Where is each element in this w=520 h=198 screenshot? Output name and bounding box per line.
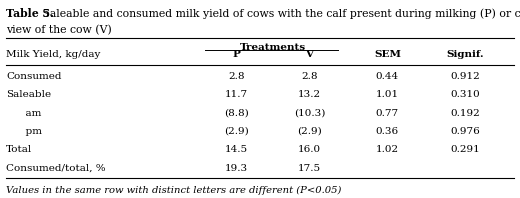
Text: 17.5: 17.5 <box>298 164 321 173</box>
Text: Table 5.: Table 5. <box>6 8 54 19</box>
Text: Milk Yield, kg/day: Milk Yield, kg/day <box>6 50 100 59</box>
Text: 14.5: 14.5 <box>225 145 248 154</box>
Text: pm: pm <box>6 127 42 136</box>
Text: Consumed/total, %: Consumed/total, % <box>6 164 106 173</box>
Text: Total: Total <box>6 145 32 154</box>
Text: Consumed: Consumed <box>6 72 62 81</box>
Text: SEM: SEM <box>374 50 401 59</box>
Text: Treatments: Treatments <box>240 43 306 51</box>
Text: 0.912: 0.912 <box>450 72 480 81</box>
Text: 2.8: 2.8 <box>228 72 245 81</box>
Text: 13.2: 13.2 <box>298 90 321 99</box>
Text: 1.02: 1.02 <box>376 145 399 154</box>
Text: P: P <box>232 50 241 59</box>
Text: 11.7: 11.7 <box>225 90 248 99</box>
Text: 1.01: 1.01 <box>376 90 399 99</box>
Text: V: V <box>305 50 314 59</box>
Text: (2.9): (2.9) <box>224 127 249 136</box>
Text: 0.77: 0.77 <box>376 109 399 117</box>
Text: Signif.: Signif. <box>447 50 484 59</box>
Text: 0.310: 0.310 <box>450 90 480 99</box>
Text: (10.3): (10.3) <box>294 109 325 117</box>
Text: am: am <box>6 109 42 117</box>
Text: 0.44: 0.44 <box>376 72 399 81</box>
Text: 16.0: 16.0 <box>298 145 321 154</box>
Text: 0.291: 0.291 <box>450 145 480 154</box>
Text: Saleable: Saleable <box>6 90 51 99</box>
Text: 2.8: 2.8 <box>301 72 318 81</box>
Text: 19.3: 19.3 <box>225 164 248 173</box>
Text: Values in the same row with distinct letters are different (P<0.05): Values in the same row with distinct let… <box>6 186 342 195</box>
Text: 0.976: 0.976 <box>450 127 480 136</box>
Text: Saleable and consumed milk yield of cows with the calf present during milking (P: Saleable and consumed milk yield of cows… <box>39 8 520 19</box>
Text: (2.9): (2.9) <box>297 127 322 136</box>
Text: 0.192: 0.192 <box>450 109 480 117</box>
Text: (8.8): (8.8) <box>224 109 249 117</box>
Text: view of the cow (V): view of the cow (V) <box>6 25 112 35</box>
Text: 0.36: 0.36 <box>376 127 399 136</box>
